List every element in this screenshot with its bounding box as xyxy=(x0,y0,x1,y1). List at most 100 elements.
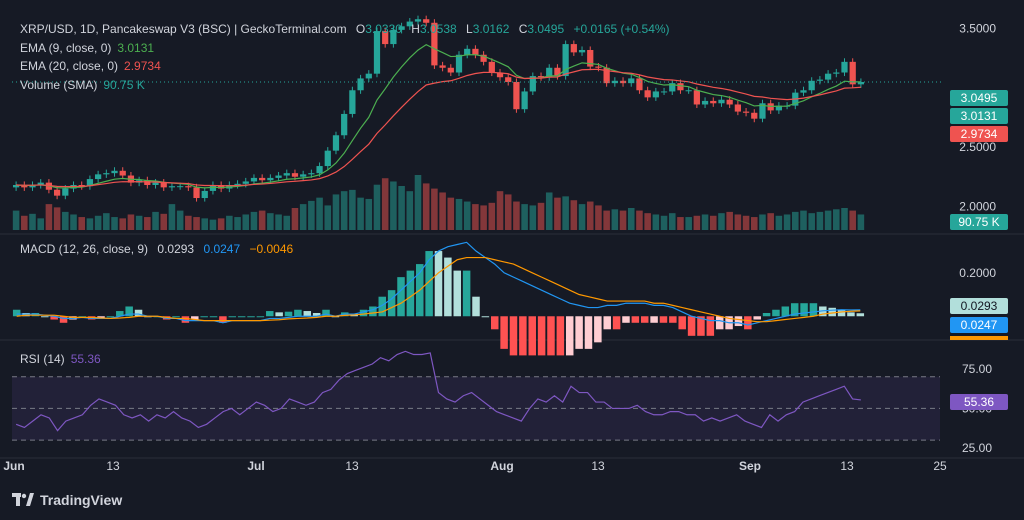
volume-bar xyxy=(349,189,356,230)
macd-histogram-bar xyxy=(837,309,846,317)
volume-bar xyxy=(234,217,241,230)
candle-body xyxy=(611,80,618,84)
macd-histogram-bar xyxy=(228,316,237,318)
volume-bar xyxy=(103,213,110,230)
rsi-legend[interactable]: RSI (14) 55.36 xyxy=(20,352,107,366)
time-tick-label: 25 xyxy=(933,459,947,473)
candle-body xyxy=(833,72,840,74)
volume-bar xyxy=(37,218,44,230)
volume-bar xyxy=(570,200,578,230)
candle-body xyxy=(242,181,249,184)
macd-histogram-bar xyxy=(256,316,265,318)
macd-histogram-bar xyxy=(537,316,546,356)
candle-body xyxy=(800,90,807,93)
candle-body xyxy=(234,183,241,185)
candle-body xyxy=(816,79,824,81)
ema9-legend[interactable]: EMA (9, close, 0) 3.0131 xyxy=(20,41,160,55)
macd-histogram-bar xyxy=(856,313,865,317)
tradingview-logo[interactable]: TradingView xyxy=(12,492,122,508)
macd-histogram-bar xyxy=(697,316,705,336)
time-tick-label: Aug xyxy=(490,459,513,473)
rsi-line xyxy=(15,350,861,432)
volume-bar xyxy=(324,205,332,230)
macd-histogram-bar xyxy=(528,316,536,356)
candle-body xyxy=(521,91,528,110)
candle-body xyxy=(209,185,217,191)
macd-histogram-bar xyxy=(444,257,452,317)
candle-body xyxy=(546,67,553,78)
volume-bar xyxy=(127,214,135,230)
ema9-tag: 3.0131 xyxy=(950,108,1008,124)
candle-body xyxy=(554,67,561,77)
macd-histogram-bar xyxy=(622,316,630,323)
candle-body xyxy=(447,67,454,73)
volume-bar xyxy=(463,201,471,230)
candle-body xyxy=(619,80,627,84)
macd-histogram-bar xyxy=(612,316,621,330)
volume-bar xyxy=(160,213,168,230)
candle-body xyxy=(111,170,118,174)
volume-bar xyxy=(824,210,832,230)
candle-body xyxy=(701,100,709,105)
candle-body xyxy=(857,81,865,85)
candle-body xyxy=(660,91,668,93)
volume-bar xyxy=(29,213,36,230)
macd-histogram-bar xyxy=(753,316,761,320)
candle-body xyxy=(431,22,438,66)
volume-bar xyxy=(447,197,455,230)
macd-histogram-bar xyxy=(631,316,640,323)
candle-body xyxy=(439,65,446,68)
macd-histogram-bar xyxy=(669,316,677,323)
macd-histogram-bar xyxy=(12,309,21,317)
candle-body xyxy=(685,90,692,92)
candle-body xyxy=(12,185,20,188)
macd-histogram-bar xyxy=(584,316,593,349)
volume-legend[interactable]: Volume (SMA) 90.75 K xyxy=(20,78,151,92)
candle-body xyxy=(382,31,389,45)
ema20-legend[interactable]: EMA (20, close, 0) 2.9734 xyxy=(20,59,167,73)
volume-bar xyxy=(488,202,496,230)
candle-body xyxy=(398,26,405,30)
macd-histogram-bar xyxy=(500,316,508,349)
macd-histogram-bar xyxy=(453,270,461,317)
volume-bar xyxy=(193,217,200,230)
macd-histogram-bar xyxy=(359,309,368,317)
close-label: C xyxy=(518,22,528,36)
macd-histogram-bar xyxy=(134,309,143,317)
volume-bar xyxy=(677,217,684,230)
brand-name: TradingView xyxy=(40,492,123,508)
volume-bar xyxy=(12,210,20,230)
macd-histogram-bar xyxy=(247,316,255,318)
macd-legend[interactable]: MACD (12, 26, close, 9) 0.0293 0.0247 −0… xyxy=(20,242,299,256)
volume-bar xyxy=(636,210,643,230)
volume-bar xyxy=(480,205,487,230)
symbol-title: XRP/USD, 1D, Pancakeswap V3 (BSC) | Geck… xyxy=(20,22,347,36)
candle-body xyxy=(259,177,266,181)
macd-histogram-bar xyxy=(687,316,696,336)
candle-body xyxy=(144,180,151,185)
volume-bar xyxy=(332,194,340,230)
candle-body xyxy=(734,104,741,112)
macd-histogram-bar xyxy=(41,316,49,318)
macd-histogram-bar xyxy=(603,316,611,330)
candle-body xyxy=(201,190,208,199)
candle-body xyxy=(496,72,504,78)
time-tick-label: 13 xyxy=(345,459,359,473)
macd-histogram-bar xyxy=(565,316,574,356)
macd-histogram-bar xyxy=(378,296,387,317)
candle-body xyxy=(824,73,832,80)
volume-bar xyxy=(422,183,430,230)
volume-value: 90.75 K xyxy=(103,78,145,92)
volume-bar xyxy=(701,214,709,230)
histogram-tag xyxy=(950,336,1008,340)
candle-body xyxy=(78,185,85,187)
candle-body xyxy=(578,50,586,53)
candle-body xyxy=(21,185,28,188)
macd-histogram-bar xyxy=(294,309,302,317)
candle-body xyxy=(628,78,635,84)
macd-histogram-bar xyxy=(472,296,480,317)
candle-body xyxy=(37,182,44,185)
macd-histogram-bar xyxy=(744,316,752,330)
macd-value: 0.0293 xyxy=(157,242,195,256)
